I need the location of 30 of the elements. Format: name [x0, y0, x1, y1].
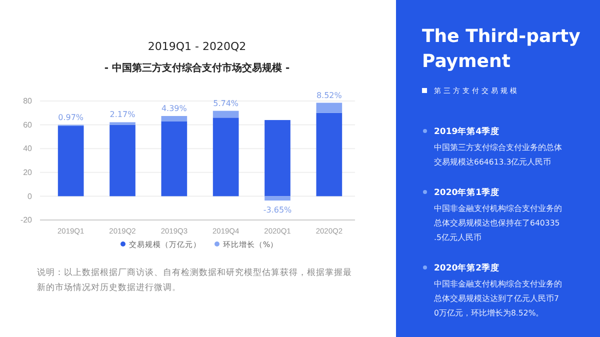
- bar: [110, 122, 136, 125]
- bar: [212, 118, 239, 196]
- bar: [161, 116, 188, 122]
- text: The Third-party Payment: [422, 26, 581, 72]
- y-tick-label: 0: [28, 192, 33, 201]
- bar: [316, 112, 342, 196]
- data-label: 5.74%: [213, 98, 239, 108]
- bar: [316, 102, 342, 113]
- y-tick-label: -20: [20, 216, 33, 225]
- data-label: -3.65%: [263, 206, 292, 215]
- data-label: 0.97%: [58, 112, 84, 122]
- y-tick-label: 20: [23, 168, 33, 177]
- y-tick-label: 80: [23, 96, 33, 106]
- text: 2020年第1季度: [434, 187, 500, 198]
- bar: [264, 196, 290, 201]
- bar: [110, 124, 136, 196]
- text: 说明：以上数据根据厂商访谈、自有检测数据和研究模型估算获得，根据掌握最新的市场情况对历史数据进行微调。: [37, 267, 352, 293]
- chart-title: 2019Q1 - 2020Q2: [148, 40, 246, 53]
- text: 2019年第4季度: [434, 126, 500, 137]
- chart-subtitle: - 中国第三方支付综合支付市场交易规模 -: [104, 62, 290, 74]
- data-label: 8.52%: [316, 90, 342, 100]
- text: 2020年第2季度: [434, 262, 500, 274]
- bar: [212, 110, 239, 118]
- bar: [264, 120, 290, 196]
- y-tick-label: 60: [23, 120, 33, 130]
- data-label: 4.39%: [161, 104, 188, 114]
- bar: [161, 121, 188, 196]
- data-label: 2.17%: [110, 110, 136, 120]
- bar: [58, 126, 84, 196]
- y-tick-label: 40: [23, 144, 33, 154]
